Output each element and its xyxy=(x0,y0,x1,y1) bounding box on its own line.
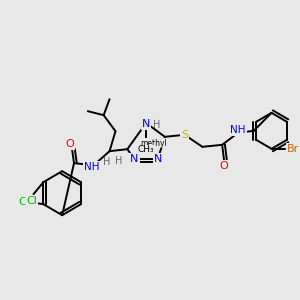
Text: NH: NH xyxy=(84,162,100,172)
Text: NH: NH xyxy=(230,125,246,135)
Text: Br: Br xyxy=(287,144,299,154)
Text: CH₃: CH₃ xyxy=(138,145,154,154)
Text: N: N xyxy=(142,119,150,129)
Text: methyl: methyl xyxy=(140,139,167,148)
Text: H: H xyxy=(103,157,110,167)
Text: N: N xyxy=(154,154,162,164)
Text: Cl: Cl xyxy=(26,196,37,206)
Text: N: N xyxy=(130,154,139,164)
Text: Cl: Cl xyxy=(18,197,29,207)
Text: O: O xyxy=(66,139,74,149)
Text: H: H xyxy=(153,120,160,130)
Text: S: S xyxy=(181,130,188,140)
Text: O: O xyxy=(220,161,229,171)
Text: H: H xyxy=(115,156,122,166)
